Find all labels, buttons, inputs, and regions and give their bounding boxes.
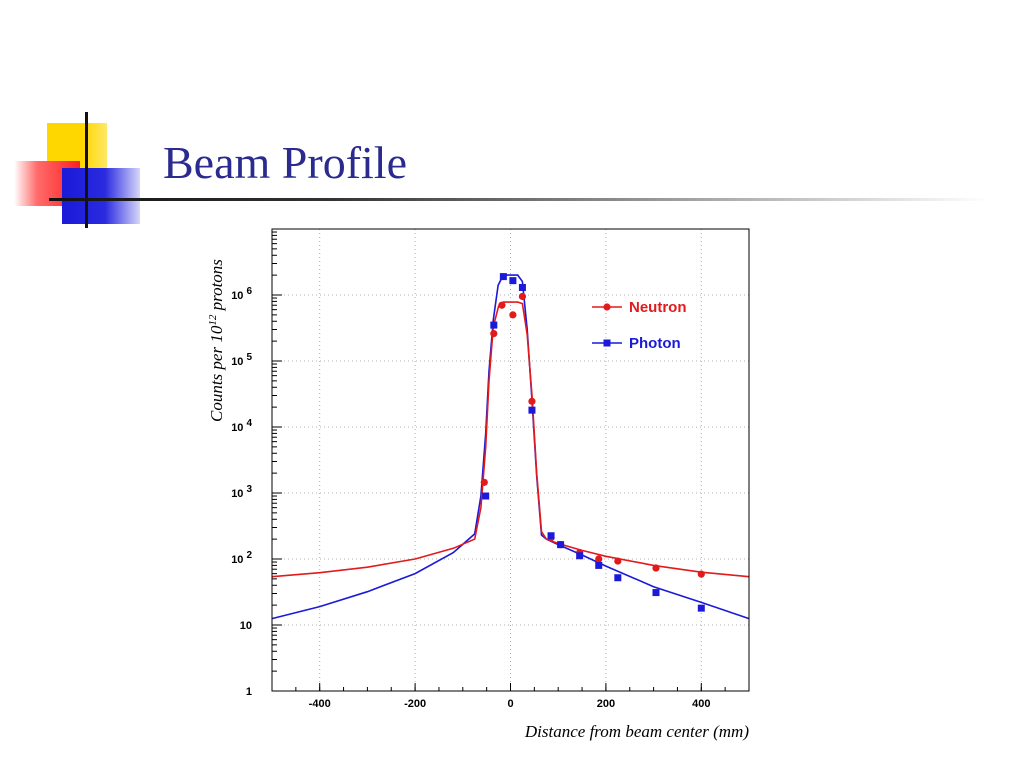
data-point-photon: [509, 277, 517, 285]
y-tick-label: 10 2: [231, 550, 252, 566]
y-axis-title-exponent: 12: [207, 314, 219, 326]
y-tick-base: 10: [231, 488, 243, 500]
y-tick-label: 10 6: [231, 286, 252, 302]
legend-label-photon: Photon: [629, 335, 681, 352]
logo-vertical-line: [85, 112, 88, 228]
data-point-photon: [652, 589, 660, 597]
data-point-neutron: [528, 397, 536, 405]
y-axis-title: Counts per 1012 protons: [207, 259, 226, 422]
data-point-photon: [547, 532, 555, 540]
legend-marker-neutron: [603, 303, 611, 311]
x-tick-label: -400: [309, 698, 331, 710]
data-point-neutron: [614, 557, 622, 565]
data-point-neutron: [498, 301, 506, 309]
y-tick-exponent: 4: [246, 418, 252, 429]
x-tick-label: 0: [507, 698, 513, 710]
y-tick-base: 10: [240, 620, 252, 632]
data-point-neutron: [595, 555, 603, 563]
data-point-photon: [576, 552, 584, 560]
data-point-photon: [499, 273, 507, 281]
x-tick-label: -200: [404, 698, 426, 710]
y-tick-base: 10: [231, 356, 243, 368]
legend-label-neutron: Neutron: [629, 299, 687, 316]
y-tick-exponent: 3: [246, 484, 252, 495]
legend: Neutron Photon: [592, 299, 687, 352]
data-point-neutron: [480, 478, 488, 486]
data-point-neutron: [518, 292, 527, 301]
data-point-photon: [614, 574, 622, 582]
y-tick-base: 10: [231, 290, 243, 302]
data-point-photon: [595, 561, 603, 569]
y-tick-base: 1: [246, 686, 252, 698]
y-tick-exponent: 5: [246, 352, 252, 363]
data-point-photon: [490, 321, 498, 329]
y-tick-exponent: 2: [246, 550, 252, 561]
logo-blue-square: [62, 168, 140, 224]
y-tick-label: 10 4: [231, 418, 252, 434]
y-tick-label: 10 3: [231, 484, 252, 500]
y-axis-title-suffix: protons: [207, 259, 226, 315]
y-tick-label: 10 5: [231, 352, 252, 368]
y-tick-exponent: 6: [246, 286, 252, 297]
x-axis-title: Distance from beam center (mm): [524, 722, 749, 741]
x-tick-label: 400: [692, 698, 710, 710]
y-tick-label: 10: [240, 620, 252, 632]
data-point-photon: [518, 283, 526, 291]
y-tick-label: 1: [246, 686, 252, 698]
data-point-photon: [697, 604, 705, 612]
data-point-photon: [482, 492, 490, 500]
data-point-neutron: [490, 330, 498, 338]
y-tick-base: 10: [231, 554, 243, 566]
data-point-photon: [528, 406, 536, 414]
slide-title: Beam Profile: [163, 137, 407, 188]
data-point-neutron: [652, 564, 660, 572]
title-underline: [49, 198, 989, 201]
data-point-photon: [557, 541, 565, 549]
y-tick-base: 10: [231, 422, 243, 434]
y-axis-title-base: Counts per 10: [207, 325, 226, 422]
data-point-neutron: [697, 570, 705, 578]
legend-marker-photon: [603, 339, 611, 347]
x-tick-label: 200: [597, 698, 615, 710]
marker-layer: [480, 273, 705, 612]
data-point-neutron: [509, 311, 517, 319]
